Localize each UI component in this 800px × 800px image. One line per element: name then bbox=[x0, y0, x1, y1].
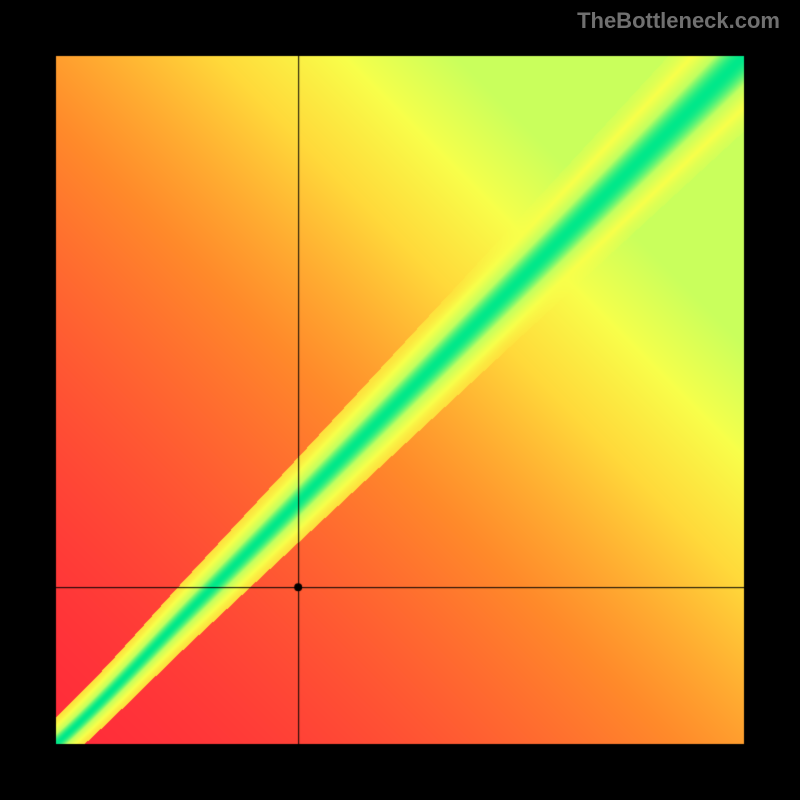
chart-container: TheBottleneck.com bbox=[0, 0, 800, 800]
watermark-text: TheBottleneck.com bbox=[577, 8, 780, 34]
heatmap-canvas bbox=[0, 0, 800, 800]
